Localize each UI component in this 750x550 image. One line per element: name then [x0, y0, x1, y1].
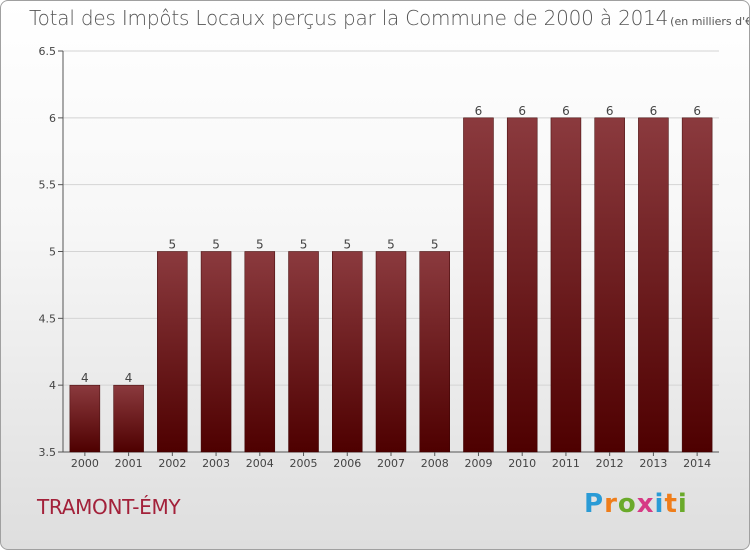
y-tick-label: 5	[49, 246, 56, 259]
x-tick-label: 2007	[377, 457, 405, 470]
x-tick-label: 2006	[333, 457, 361, 470]
bar	[463, 117, 494, 453]
x-tick-label: 2010	[508, 457, 536, 470]
chart-subtitle: (en milliers d'€)	[670, 15, 750, 28]
bars	[69, 117, 713, 453]
data-label: 5	[387, 238, 395, 252]
title-row: Total des Impôts Locaux perçus par la Co…	[29, 6, 750, 30]
proxiti-logo: Proxiti	[584, 489, 688, 519]
data-label: 6	[475, 104, 483, 118]
bar	[638, 117, 669, 453]
bar	[69, 384, 101, 453]
bar	[681, 117, 713, 453]
y-tick-label: 4	[49, 379, 56, 392]
data-label: 6	[518, 104, 526, 118]
data-label: 5	[212, 238, 220, 252]
commune-name: TRAMONT-ÉMY	[37, 495, 181, 519]
data-label: 6	[650, 104, 658, 118]
x-axis-labels: 2000 2001 2002 2003 2004 2005 2006 2007 2008 2009…	[71, 452, 711, 470]
y-tick-label: 5.5	[39, 179, 57, 192]
x-tick-label: 2005	[290, 457, 318, 470]
x-tick-label: 2009	[464, 457, 492, 470]
bar	[550, 117, 582, 453]
y-tick-label: 3.5	[39, 446, 57, 459]
bar	[375, 251, 407, 453]
data-label: 5	[300, 238, 308, 252]
data-label: 5	[431, 238, 439, 252]
x-tick-label: 2004	[246, 457, 274, 470]
logo-letter: P	[584, 489, 605, 519]
bar	[244, 251, 276, 453]
logo-letter: r	[604, 489, 618, 519]
logo-letter: o	[617, 489, 637, 519]
data-label: 6	[606, 104, 614, 118]
data-label: 6	[562, 104, 570, 118]
logo-letter: x	[636, 489, 655, 519]
x-tick-label: 2013	[639, 457, 667, 470]
bar	[506, 117, 538, 453]
x-tick-label: 2011	[552, 457, 580, 470]
x-tick-label: 2002	[158, 457, 186, 470]
data-label: 6	[693, 104, 701, 118]
x-tick-label: 2014	[683, 457, 711, 470]
bar	[419, 251, 450, 453]
value-labels: 4 4 5 5 5 5 5 5 5 6 6 6 6 6 6	[81, 104, 701, 385]
logo-letter: i	[677, 489, 688, 519]
data-label: 4	[125, 371, 133, 385]
chart-title: Total des Impôts Locaux perçus par la Co…	[29, 6, 669, 30]
bar	[288, 251, 319, 453]
y-tick-label: 6	[49, 112, 56, 125]
y-tick-label: 6.5	[39, 45, 57, 58]
x-tick-label: 2003	[202, 457, 230, 470]
data-label: 5	[256, 238, 264, 252]
logo-letter: t	[664, 489, 678, 519]
y-tick-label: 4.5	[39, 312, 57, 325]
bar	[113, 384, 144, 453]
y-axis-ticks: 3.5 4 4.5 5 5.5 6 6.5	[39, 45, 63, 459]
data-label: 5	[343, 238, 351, 252]
bar	[200, 251, 232, 453]
x-tick-label: 2012	[596, 457, 624, 470]
bar	[157, 251, 188, 453]
logo-letter: i	[654, 489, 665, 519]
x-tick-label: 2001	[115, 457, 143, 470]
x-tick-label: 2008	[421, 457, 449, 470]
data-label: 5	[169, 238, 177, 252]
data-label: 4	[81, 371, 89, 385]
bar	[594, 117, 625, 453]
bar	[332, 251, 363, 453]
x-tick-label: 2000	[71, 457, 99, 470]
